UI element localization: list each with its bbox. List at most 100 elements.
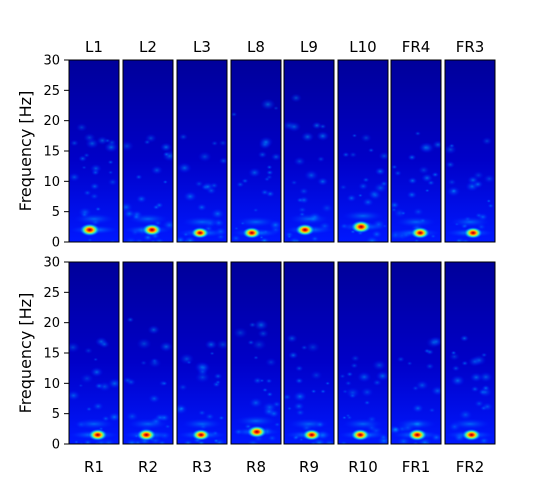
channel-label-fr4: FR4: [402, 38, 431, 56]
peak-mark: [294, 223, 316, 237]
energy-blob: [407, 153, 417, 161]
energy-blob: [298, 187, 310, 196]
peak-mark: [87, 428, 108, 442]
energy-blob: [252, 376, 263, 385]
panel-frame: [68, 261, 120, 445]
spectrogram-panel-l10: [338, 60, 388, 242]
channel-label-l2: L2: [139, 38, 157, 56]
energy-blob: [107, 411, 119, 423]
energy-blob: [69, 172, 81, 182]
ytick-label: 15: [43, 347, 60, 362]
energy-blob: [286, 333, 298, 343]
energy-blob: [196, 203, 208, 212]
energy-blob: [420, 173, 434, 183]
energy-blob: [235, 181, 245, 188]
energy-blob: [371, 359, 387, 371]
energy-blob: [486, 198, 492, 204]
ytick-label: 25: [43, 84, 60, 99]
energy-blob: [481, 384, 491, 392]
energy-blob: [135, 194, 148, 204]
energy-blob: [205, 186, 217, 195]
harmonic-band: [340, 209, 386, 222]
energy-blob: [378, 151, 388, 161]
energy-blob: [367, 147, 375, 153]
energy-blob: [107, 178, 118, 187]
spectrogram-panel-r9: [284, 262, 334, 444]
energy-blob: [126, 316, 135, 323]
energy-blob: [89, 163, 103, 174]
energy-blob: [411, 385, 420, 392]
energy-blob: [197, 151, 212, 163]
energy-blob: [451, 365, 461, 372]
harmonic-band: [286, 417, 332, 430]
panel-frame: [283, 261, 335, 445]
energy-blob: [310, 389, 317, 394]
energy-blob: [81, 165, 87, 170]
ytick-label: 10: [43, 175, 60, 190]
energy-blob: [177, 162, 192, 174]
energy-blob: [357, 182, 369, 191]
panel-frame: [337, 261, 389, 445]
energy-blob: [430, 385, 441, 397]
energy-blob: [294, 365, 304, 372]
energy-blob: [450, 350, 457, 356]
energy-blob: [406, 361, 413, 366]
spectrogram-panel-r3: [177, 262, 227, 444]
energy-blob: [248, 321, 257, 328]
energy-blob: [162, 179, 169, 185]
panel-frame: [390, 59, 442, 243]
energy-blob: [295, 408, 306, 417]
energy-blob: [431, 171, 440, 178]
energy-blob: [418, 142, 433, 154]
energy-blob: [360, 133, 372, 143]
ytick-label: 5: [52, 407, 60, 422]
energy-blob: [391, 207, 398, 213]
energy-blob: [406, 190, 418, 199]
energy-blob: [253, 355, 259, 360]
energy-blob: [210, 207, 226, 220]
energy-blob: [159, 341, 173, 353]
energy-blob: [459, 334, 469, 342]
energy-blob: [414, 131, 422, 137]
peak-mark: [141, 223, 163, 237]
spectrogram-panel-l9: [284, 60, 334, 242]
energy-blob: [140, 360, 148, 366]
energy-blob: [339, 184, 348, 191]
energy-blob: [89, 192, 100, 201]
energy-blob: [178, 133, 189, 141]
energy-blob: [89, 182, 100, 191]
channel-label-r9: R9: [299, 458, 319, 476]
spectrogram-panel-l8: [231, 60, 281, 242]
channel-label-l10: L10: [349, 38, 376, 56]
energy-blob: [196, 362, 211, 374]
energy-blob: [218, 157, 227, 165]
energy-blob: [297, 206, 307, 214]
energy-blob: [182, 438, 194, 444]
energy-blob: [472, 170, 485, 180]
energy-blob: [162, 151, 171, 158]
energy-blob: [483, 174, 495, 184]
channel-label-r1: R1: [84, 458, 104, 476]
energy-blob: [350, 354, 361, 362]
energy-blob: [396, 356, 405, 363]
energy-blob: [292, 401, 305, 411]
channel-label-fr3: FR3: [456, 38, 485, 56]
energy-blob: [303, 169, 319, 182]
energy-blob: [424, 188, 430, 193]
energy-blob: [103, 141, 119, 153]
energy-blob: [265, 174, 273, 180]
energy-blob: [393, 170, 402, 177]
panel-frame: [230, 261, 282, 445]
energy-blob: [411, 441, 420, 444]
spectrogram-panel-r2: [123, 262, 173, 444]
panel-frame: [390, 261, 442, 445]
panel-frame: [68, 59, 120, 243]
energy-blob: [107, 170, 114, 175]
energy-blob: [69, 139, 79, 147]
peak-mark: [410, 226, 431, 240]
energy-blob: [83, 347, 94, 355]
energy-blob: [372, 182, 388, 194]
energy-blob: [447, 178, 457, 186]
harmonic-band: [71, 212, 117, 225]
energy-blob: [264, 357, 278, 367]
